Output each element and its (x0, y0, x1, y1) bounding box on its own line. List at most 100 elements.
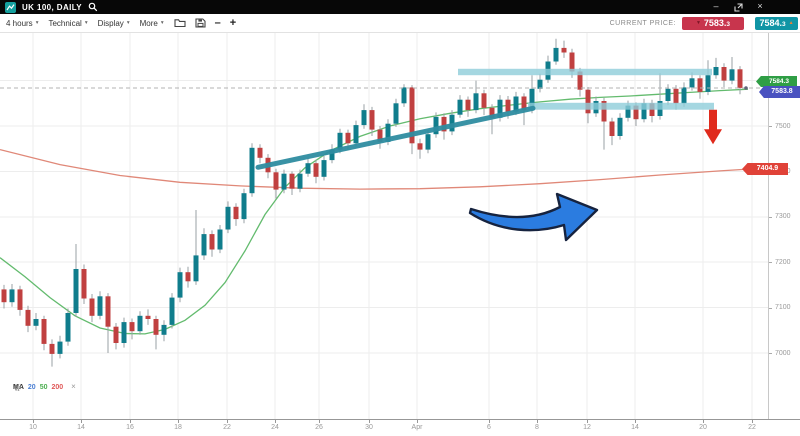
timeframe-dropdown[interactable]: 4 hours ▾ (6, 19, 38, 28)
candle (217, 229, 223, 250)
legend-close-icon[interactable]: × (71, 382, 76, 391)
technical-dropdown[interactable]: Technical ▾ (48, 19, 87, 28)
candle (17, 289, 23, 310)
y-axis-label: 7300 (775, 213, 791, 221)
candle (417, 143, 423, 150)
zoom-in-button[interactable]: + (229, 17, 237, 29)
candle (369, 110, 375, 130)
candle (105, 296, 111, 327)
display-label: Display (97, 18, 124, 28)
candle (97, 296, 103, 316)
candle (305, 163, 311, 174)
candle (377, 129, 383, 142)
candle (681, 87, 687, 104)
candle (49, 343, 55, 354)
sell-price-value: 7583.3 (703, 18, 731, 28)
x-axis-label: 30 (365, 424, 373, 431)
candle (713, 67, 719, 76)
x-axis-label: 24 (271, 424, 279, 431)
candle (705, 75, 711, 92)
candle (233, 206, 239, 220)
sell-price-button[interactable]: ▼ 7583.3 (682, 16, 744, 30)
x-axis-label: 12 (583, 424, 591, 431)
candle (585, 89, 591, 114)
candle (665, 88, 671, 101)
candle (297, 173, 303, 189)
candle (65, 313, 71, 342)
candle (89, 298, 95, 316)
ma-period-200: 200 (51, 383, 64, 391)
candle (465, 99, 471, 111)
last-price-dot (744, 86, 748, 90)
candle (121, 322, 127, 343)
candle (601, 101, 607, 122)
candle (9, 289, 15, 303)
open-folder-icon[interactable] (174, 18, 186, 28)
chart-canvas[interactable] (0, 33, 768, 419)
candle (689, 78, 695, 88)
y-axis-label: 7500 (775, 122, 791, 130)
display-dropdown[interactable]: Display ▾ (98, 19, 130, 28)
search-icon[interactable] (88, 2, 98, 12)
ma50-line (0, 88, 749, 335)
candle (57, 341, 63, 354)
candle (81, 269, 87, 299)
resistance-zone (458, 68, 712, 76)
candle (457, 99, 463, 115)
candle (721, 67, 727, 81)
candle (225, 206, 231, 230)
popout-icon[interactable] (731, 0, 745, 14)
candle (553, 47, 559, 62)
candle (153, 319, 159, 335)
candle (177, 272, 183, 298)
chevron-down-icon: ▾ (160, 20, 164, 26)
candle (489, 107, 495, 118)
more-label: More (139, 18, 158, 28)
candle (425, 134, 431, 150)
candle (529, 88, 535, 111)
candle (257, 147, 263, 158)
candle (129, 322, 135, 332)
candle (33, 319, 39, 326)
candle (729, 69, 735, 81)
candle (401, 87, 407, 104)
candle (393, 103, 399, 124)
buy-price-tag: 7584.3 (756, 76, 797, 87)
x-axis-label: 14 (631, 424, 639, 431)
save-icon[interactable] (195, 18, 206, 28)
candle (1, 289, 7, 303)
candle (273, 172, 279, 190)
candle (209, 234, 215, 250)
candle (185, 272, 191, 282)
candle (697, 78, 703, 92)
buy-price-value: 7584.3 (759, 18, 786, 28)
candle (521, 96, 527, 111)
down-arrow-icon: ▼ (695, 19, 701, 26)
candle (321, 160, 327, 177)
up-arrow-icon: ▲ (788, 19, 794, 26)
candle (281, 173, 287, 190)
x-axis[interactable]: 10 14 16 18 22 24 26 30 Apr 6 8 12 14 20 22 (0, 419, 800, 436)
more-dropdown[interactable]: More ▾ (140, 19, 164, 28)
candle (449, 114, 455, 132)
timeframe-label: 4 hours (6, 18, 33, 28)
candle (329, 149, 335, 161)
candle (361, 110, 367, 126)
buy-price-button[interactable]: 7584.3 ▲ (755, 16, 798, 30)
current-price-area: CURRENT PRICE: ▼ 7583.3 7584.3 ▲ (609, 16, 800, 30)
zoom-out-button[interactable]: – (214, 17, 221, 29)
candle (569, 52, 575, 72)
candle (433, 116, 439, 135)
direction-arrow (468, 192, 599, 242)
ma200-line (0, 148, 749, 190)
minimize-button[interactable]: – (713, 1, 719, 11)
y-axis-label: 7200 (775, 258, 791, 266)
current-price-label: CURRENT PRICE: (609, 19, 676, 27)
close-button[interactable]: × (757, 1, 763, 11)
ma-legend: MA 20 50 200 × (13, 382, 76, 392)
candle (41, 319, 47, 344)
chart-logo-icon (5, 1, 16, 13)
chart-toolbar: 4 hours ▾ Technical ▾ Display ▾ More ▾ –… (0, 14, 800, 33)
candle (625, 105, 631, 118)
candle (201, 234, 207, 256)
